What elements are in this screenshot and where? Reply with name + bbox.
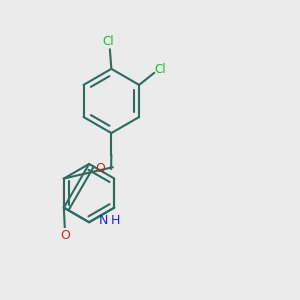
Text: O: O [60,229,70,242]
Text: N: N [99,214,109,227]
Text: O: O [95,162,105,175]
Text: Cl: Cl [103,35,114,48]
Text: Cl: Cl [154,63,166,76]
Text: H: H [111,214,121,227]
